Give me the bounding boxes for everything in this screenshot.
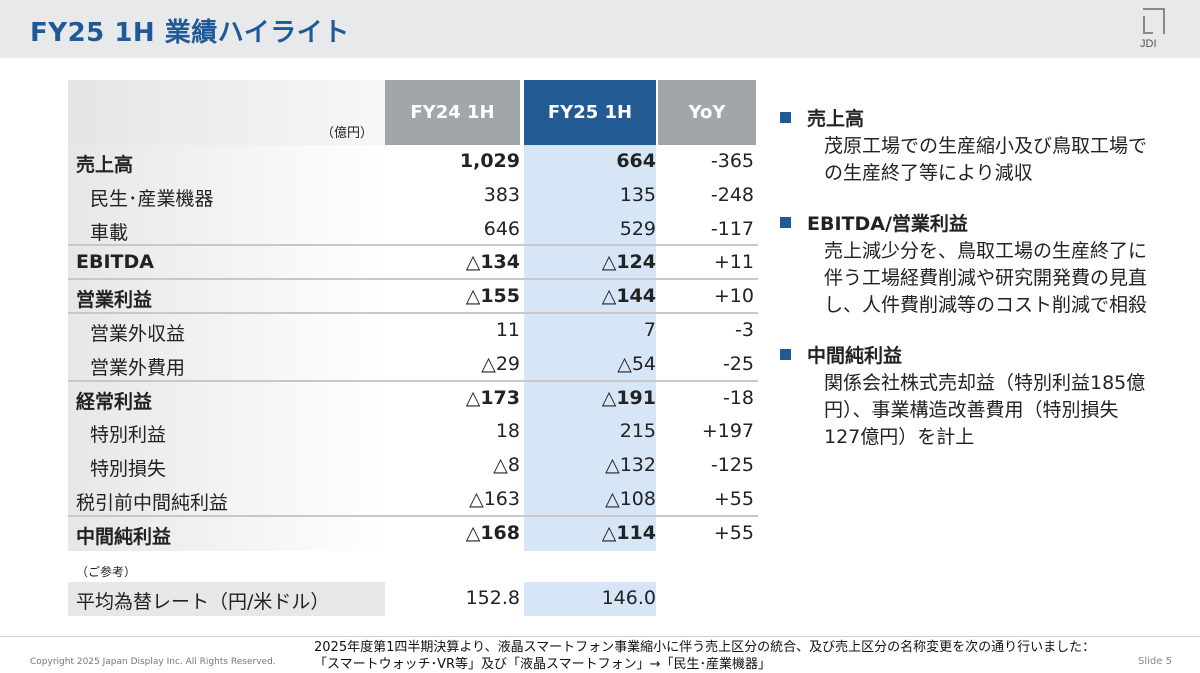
reference-label: （ご参考） — [76, 565, 137, 579]
value-fy24: △155 — [465, 285, 520, 308]
value-fy25: △124 — [601, 251, 656, 274]
table-row: 経常利益 △173 △191 -18 — [68, 381, 758, 416]
highlights-panel: 売上高 茂原工場での生産縮小及び鳥取工場での生産終了等により減収 EBITDA/… — [780, 104, 1180, 473]
value-fy24: △168 — [465, 521, 520, 544]
table-header: （億円） FY24 1H FY25 1H YoY — [68, 80, 758, 145]
value-yoy: -365 — [710, 150, 754, 172]
value-fy25: 664 — [616, 150, 656, 172]
value-fy24: 11 — [495, 318, 520, 341]
slide-header: FY25 1H 業績ハイライト JDI — [0, 0, 1200, 58]
page-title: FY25 1H 業績ハイライト — [30, 18, 350, 48]
row-label: 特別利益 — [90, 424, 167, 447]
table-row: 特別利益 18 215 +197 — [68, 415, 758, 450]
value-yoy: +10 — [713, 285, 754, 308]
exchange-rate-row: 平均為替レート（円/米ドル） 152.8 146.0 — [68, 582, 758, 616]
value-fy24: 1,029 — [459, 150, 520, 172]
rate-fy24: 152.8 — [465, 587, 520, 609]
table-row: EBITDA △134 △124 +11 — [68, 246, 758, 281]
row-label: 営業外費用 — [90, 356, 186, 379]
value-fy24: △8 — [493, 454, 520, 477]
value-yoy: +197 — [701, 420, 754, 443]
highlight-sales: 売上高 茂原工場での生産縮小及び鳥取工場での生産終了等により減収 — [780, 104, 1180, 187]
row-label: 営業外収益 — [90, 322, 186, 345]
value-fy25: △144 — [601, 285, 656, 308]
value-fy25: 215 — [619, 420, 656, 443]
row-label: 民生･産業機器 — [90, 187, 214, 210]
value-yoy: +55 — [713, 487, 754, 510]
value-fy24: △29 — [481, 352, 520, 375]
footer-divider — [0, 636, 1200, 637]
bullet-square-icon — [780, 349, 791, 360]
value-fy25: △191 — [601, 386, 656, 409]
rate-label: 平均為替レート（円/米ドル） — [76, 591, 330, 613]
value-fy25: 7 — [643, 318, 656, 341]
row-label: 税引前中間純利益 — [76, 491, 229, 514]
value-fy24: △163 — [469, 487, 520, 510]
row-label: 売上高 — [76, 154, 134, 176]
value-fy24: 646 — [483, 217, 520, 240]
table-row: 売上高 1,029 664 -365 — [68, 145, 758, 179]
table-row: 中間純利益 △168 △114 +55 — [68, 516, 758, 551]
table-row: 税引前中間純利益 △163 △108 +55 — [68, 482, 758, 517]
table-row: 民生･産業機器 383 135 -248 — [68, 178, 758, 213]
unit-label: （億円） — [320, 126, 373, 141]
col-fy25: FY25 1H — [524, 80, 656, 145]
jdi-logo: JDI — [1140, 8, 1170, 52]
value-fy25: △54 — [617, 352, 656, 375]
row-label: 中間純利益 — [76, 525, 172, 548]
row-label: EBITDA — [76, 251, 154, 274]
col-fy24: FY24 1H — [385, 80, 520, 145]
value-fy25: △108 — [605, 487, 656, 510]
row-label: 経常利益 — [76, 390, 153, 413]
row-label: 車載 — [90, 221, 129, 244]
value-fy24: 383 — [483, 183, 520, 206]
bullet-square-icon — [780, 112, 791, 123]
rate-fy25: 146.0 — [601, 587, 656, 609]
col-yoy: YoY — [658, 80, 756, 145]
row-label: 営業利益 — [76, 289, 153, 312]
table-row: 営業外収益 11 7 -3 — [68, 313, 758, 348]
value-fy25: △114 — [601, 521, 656, 544]
slide-number: Slide 5 — [1138, 656, 1172, 667]
table-row: 車載 646 529 -117 — [68, 212, 758, 247]
table-row: 営業外費用 △29 △54 -25 — [68, 347, 758, 382]
value-fy24: △134 — [465, 251, 520, 274]
bullet-square-icon — [780, 217, 791, 228]
highlight-net-income: 中間純利益 関係会社株式売却益（特別利益185億円）、事業構造改善費用（特別損失… — [780, 341, 1180, 451]
value-yoy: -117 — [710, 217, 754, 240]
copyright: Copyright 2025 Japan Display Inc. All Ri… — [30, 657, 276, 667]
value-fy25: △132 — [605, 454, 656, 477]
value-yoy: -125 — [710, 454, 754, 477]
footnote: 2025年度第1四半期決算より、液晶スマートフォン事業縮小に伴う売上区分の統合、… — [314, 640, 1096, 672]
results-table: （億円） FY24 1H FY25 1H YoY 売上高 1,029 664 -… — [68, 80, 758, 551]
value-fy25: 135 — [619, 183, 656, 206]
value-yoy: +55 — [713, 521, 754, 544]
row-label: 特別損失 — [90, 458, 167, 481]
value-yoy: -3 — [735, 318, 754, 341]
table-row: 特別損失 △8 △132 -125 — [68, 449, 758, 483]
value-yoy: -18 — [722, 386, 754, 409]
value-fy24: 18 — [495, 420, 520, 443]
highlight-ebitda: EBITDA/営業利益 売上減少分を、鳥取工場の生産終了に伴う工場経費削減や研究… — [780, 209, 1180, 319]
value-fy24: △173 — [465, 386, 520, 409]
value-yoy: -248 — [710, 183, 754, 206]
value-yoy: +11 — [713, 251, 754, 274]
value-fy25: 529 — [619, 217, 656, 240]
value-yoy: -25 — [722, 352, 754, 375]
table-row: 営業利益 △155 △144 +10 — [68, 280, 758, 314]
